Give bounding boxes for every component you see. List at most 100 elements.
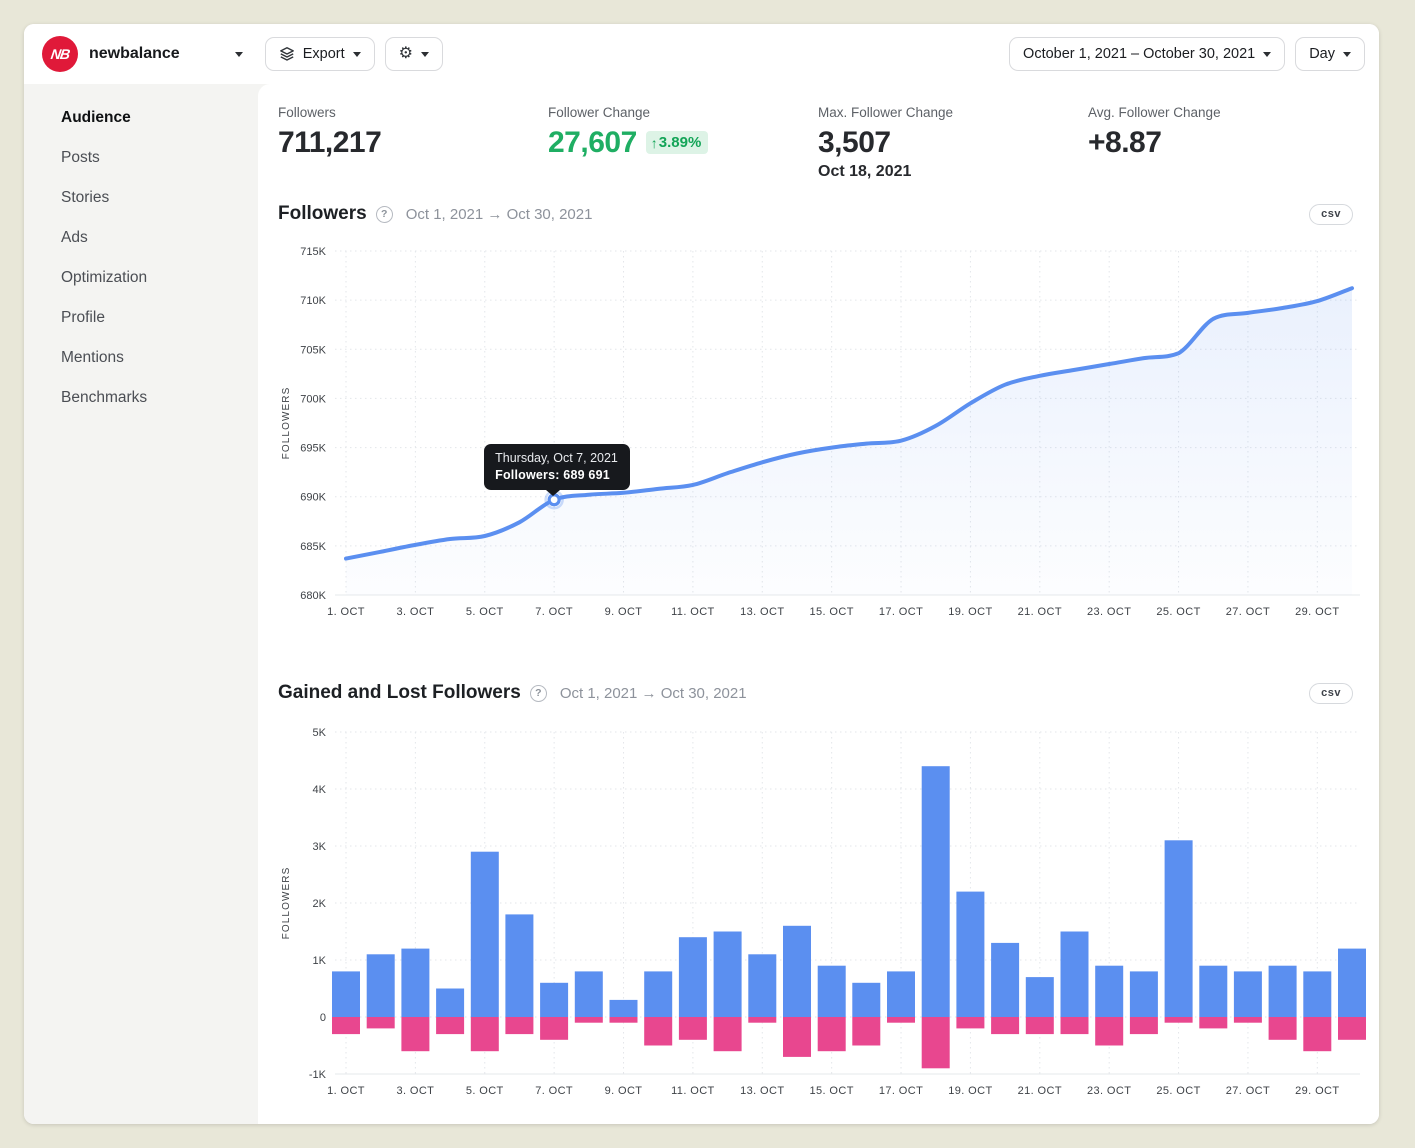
svg-text:0: 0 <box>320 1012 326 1024</box>
stat-label: Max. Follower Change <box>818 105 954 120</box>
svg-text:29. OCT: 29. OCT <box>1295 1085 1339 1097</box>
gained-lost-chart: 5K 4K 3K 2K 1K 0 -1K 1. OCT 3. OCT 5. OCT 7. OCT 9.… <box>258 725 1379 1105</box>
stat-avg-follower-change: Avg. Follower Change +8.87 <box>1088 105 1358 180</box>
stat-label: Followers <box>278 105 336 120</box>
gained-lost-chart-title: Gained and Lost Followers <box>278 682 521 703</box>
svg-text:695K: 695K <box>300 443 326 455</box>
svg-text:19. OCT: 19. OCT <box>948 606 992 618</box>
chart-tooltip: Thursday, Oct 7, 2021 Followers: 689 691 <box>484 443 630 496</box>
svg-text:11. OCT: 11. OCT <box>671 606 715 618</box>
stat-follower-change: Follower Change 27,607 ↑ 3.89% <box>548 105 818 180</box>
svg-text:11. OCT: 11. OCT <box>671 1085 715 1097</box>
svg-text:17. OCT: 17. OCT <box>879 606 923 618</box>
svg-text:17. OCT: 17. OCT <box>879 1085 923 1097</box>
followers-chart-range: Oct 1, 2021 → Oct 30, 2021 <box>405 205 593 223</box>
gained-lost-section: Gained and Lost Followers ? Oct 1, 2021 … <box>258 679 1379 1105</box>
tooltip-date: Thursday, Oct 7, 2021 <box>495 450 618 465</box>
svg-text:7. OCT: 7. OCT <box>535 606 573 618</box>
chevron-down-icon <box>352 51 361 57</box>
date-range-label: October 1, 2021 – October 30, 2021 <box>1023 46 1256 62</box>
svg-text:3. OCT: 3. OCT <box>396 1085 434 1097</box>
svg-text:710K: 710K <box>300 295 326 307</box>
stat-followers: Followers 711,217 <box>278 105 548 180</box>
stats-row: Followers 711,217 Follower Change 27,607 ↑ 3.… <box>258 84 1379 180</box>
svg-text:9. OCT: 9. OCT <box>605 1085 643 1097</box>
svg-text:FOLLOWERS: FOLLOWERS <box>281 387 292 460</box>
account-selector[interactable]: NB newbalance <box>36 32 249 76</box>
svg-text:3. OCT: 3. OCT <box>396 606 434 618</box>
sidebar-item-posts[interactable]: Posts <box>61 149 100 166</box>
svg-text:715K: 715K <box>300 246 326 258</box>
svg-text:700K: 700K <box>300 393 326 405</box>
stat-value: 3,507 <box>818 126 891 159</box>
svg-text:1. OCT: 1. OCT <box>327 1085 365 1097</box>
svg-text:FOLLOWERS: FOLLOWERS <box>281 867 292 940</box>
svg-text:1. OCT: 1. OCT <box>327 606 365 618</box>
topbar: NB newbalance Export ⚙︎ October 1, 202 <box>24 24 1379 84</box>
svg-text:23. OCT: 23. OCT <box>1087 606 1131 618</box>
export-button[interactable]: Export <box>264 37 375 71</box>
svg-text:27. OCT: 27. OCT <box>1226 606 1270 618</box>
change-badge: ↑ 3.89% <box>645 131 709 155</box>
svg-text:4K: 4K <box>313 784 327 796</box>
svg-text:27. OCT: 27. OCT <box>1226 1085 1270 1097</box>
tooltip-value: Followers: 689 691 <box>495 467 610 482</box>
svg-text:15. OCT: 15. OCT <box>809 1085 853 1097</box>
svg-text:1K: 1K <box>313 955 327 967</box>
date-range-button[interactable]: October 1, 2021 – October 30, 2021 <box>1009 37 1286 71</box>
svg-text:21. OCT: 21. OCT <box>1018 1085 1062 1097</box>
svg-text:29. OCT: 29. OCT <box>1295 606 1339 618</box>
gear-icon: ⚙︎ <box>398 45 413 62</box>
sidebar-item-profile[interactable]: Profile <box>61 309 105 326</box>
sidebar-item-stories[interactable]: Stories <box>61 189 110 206</box>
followers-chart-title: Followers <box>278 203 367 224</box>
export-label: Export <box>302 46 345 62</box>
svg-text:5. OCT: 5. OCT <box>466 1085 504 1097</box>
stat-value-row: 711,217 <box>278 127 548 159</box>
chevron-down-icon <box>420 51 429 57</box>
gained-lost-chart-svg[interactable]: 5K 4K 3K 2K 1K 0 -1K1. OCT 3. OCT 5. OCT 7. OCT 9.… <box>258 725 1378 1105</box>
sidebar-item-ads[interactable]: Ads <box>61 229 88 246</box>
app-card: NB newbalance Export ⚙︎ October 1, 202 <box>24 24 1379 1124</box>
sidebar: Audience Posts Stories Ads Optimization Profi… <box>24 84 258 1124</box>
svg-text:2K: 2K <box>313 898 327 910</box>
svg-text:13. OCT: 13. OCT <box>740 606 784 618</box>
stat-value-row: 3,507 <box>818 127 1088 159</box>
svg-text:7. OCT: 7. OCT <box>535 1085 573 1097</box>
granularity-button[interactable]: Day <box>1295 37 1365 71</box>
followers-csv-button[interactable]: csv <box>1309 203 1353 225</box>
svg-text:-1K: -1K <box>309 1069 327 1081</box>
svg-text:5. OCT: 5. OCT <box>466 606 504 618</box>
svg-text:25. OCT: 25. OCT <box>1156 606 1200 618</box>
newbalance-logo: NB <box>42 36 78 72</box>
svg-text:23. OCT: 23. OCT <box>1087 1085 1131 1097</box>
stat-value: 27,607 <box>548 126 637 159</box>
sidebar-item-audience[interactable]: Audience <box>61 109 131 126</box>
help-icon[interactable]: ? <box>529 684 547 702</box>
svg-text:25. OCT: 25. OCT <box>1156 1085 1200 1097</box>
stat-value-row: 27,607 ↑ 3.89% <box>548 127 818 159</box>
svg-text:705K: 705K <box>300 344 326 356</box>
svg-text:690K: 690K <box>300 492 326 504</box>
gained-lost-chart-range: Oct 1, 2021 → Oct 30, 2021 <box>559 684 747 702</box>
stat-value-row: +8.87 <box>1088 127 1358 159</box>
followers-chart: 715K 710K 705K 700K 695K 690K 685K 680K 1. OCT 3.… <box>258 245 1379 623</box>
svg-text:19. OCT: 19. OCT <box>948 1085 992 1097</box>
svg-text:680K: 680K <box>300 590 326 602</box>
chevron-down-icon <box>1263 51 1272 57</box>
sidebar-item-benchmarks[interactable]: Benchmarks <box>61 389 148 406</box>
svg-text:21. OCT: 21. OCT <box>1018 606 1062 618</box>
account-name: newbalance <box>89 45 180 62</box>
help-icon[interactable]: ? <box>375 205 393 223</box>
settings-button[interactable]: ⚙︎ <box>384 37 443 71</box>
sidebar-item-mentions[interactable]: Mentions <box>61 349 124 366</box>
followers-section: Followers ? Oct 1, 2021 → Oct 30, 2021 c… <box>258 200 1379 623</box>
gained-lost-csv-button[interactable]: csv <box>1309 682 1353 704</box>
up-arrow-icon: ↑ <box>650 134 658 151</box>
svg-text:3K: 3K <box>313 841 327 853</box>
svg-text:685K: 685K <box>300 541 326 553</box>
chevron-down-icon <box>1343 51 1351 57</box>
stat-max-follower-change: Max. Follower Change 3,507 Oct 18, 2021 <box>818 105 1088 180</box>
sidebar-item-optimization[interactable]: Optimization <box>61 269 148 286</box>
